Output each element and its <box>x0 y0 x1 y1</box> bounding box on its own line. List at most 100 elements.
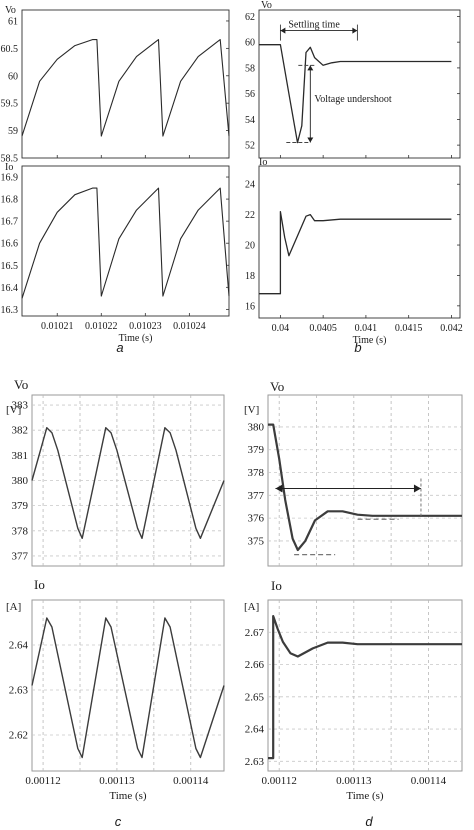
y-axis-label: Vo <box>261 0 272 11</box>
y-axis-label: Vo <box>270 379 284 394</box>
y-tick-label: 16.8 <box>1 195 19 206</box>
x-tick-label: 0.00112 <box>25 775 60 787</box>
plot-frame <box>267 394 463 567</box>
y-tick-label: 378 <box>12 525 29 537</box>
series-line <box>31 617 225 759</box>
y-tick-label: 16.4 <box>1 283 19 294</box>
x-tick-label: 0.0405 <box>309 323 337 334</box>
chart-a-top: 61 60.5 60 59.5 59 58.5 Vo <box>1 5 230 165</box>
y-tick-label: 2.62 <box>9 730 28 742</box>
x-tick-label: 0.00112 <box>262 775 297 787</box>
chart-d-top: 380 379 378 377 376 375 Vo [V] <box>244 379 463 567</box>
y-tick-label: 16.7 <box>1 217 19 228</box>
y-tick-label: 2.67 <box>245 627 265 639</box>
y-tick-label: 52 <box>245 141 255 152</box>
plot-frame <box>258 9 461 159</box>
x-axis-label: Time (s) <box>109 790 147 802</box>
y-tick-label: 58.5 <box>1 154 19 165</box>
y-tick-label: 54 <box>245 115 255 126</box>
x-axis-label: Time (s) <box>119 333 153 344</box>
y-tick-label: 16.3 <box>1 305 19 316</box>
x-tick-label: 0.00114 <box>411 775 447 787</box>
series-line <box>259 44 452 144</box>
panel-label-c: c <box>115 814 122 829</box>
x-tick-label: 0.00114 <box>173 775 209 787</box>
x-tick-label: 0.00113 <box>336 775 372 787</box>
y-tick-label: 61 <box>8 16 18 27</box>
voltage-undershoot-label: Voltage undershoot <box>314 94 392 105</box>
y-tick-label: 2.66 <box>245 659 265 671</box>
y-axis-unit: [V] <box>244 404 259 416</box>
y-tick-label: 2.64 <box>9 640 29 652</box>
x-tick-label: 0.00113 <box>99 775 135 787</box>
y-tick-label: 377 <box>248 490 265 502</box>
x-tick-label: 0.01021 <box>41 321 74 332</box>
y-axis-unit: [V] <box>6 404 21 416</box>
y-axis-label: Io <box>34 577 45 592</box>
y-tick-label: 376 <box>248 513 265 525</box>
y-tick-label: 24 <box>245 180 255 191</box>
chart-b-top: 62 60 58 56 54 52 Vo Settling time Voltage under… <box>245 0 461 159</box>
y-axis-label: Io <box>259 157 267 168</box>
panel-label-a: a <box>116 340 123 355</box>
y-tick-label: 375 <box>248 535 265 547</box>
chart-b-bottom: 24 22 20 18 16 0.04 0.0405 0.041 0.0415 0.042 Time… <box>245 157 463 346</box>
x-tick-label: 0.041 <box>355 323 378 334</box>
y-tick-label: 58 <box>245 63 255 74</box>
chart-a-bottom: 16.9 16.8 16.7 16.6 16.5 16.4 16.3 0.01021 0.010… <box>1 162 230 344</box>
y-tick-label: 60.5 <box>1 44 19 55</box>
chart-c-top: 383 382 381 380 379 378 377 Vo [V] <box>6 377 225 567</box>
y-tick-label: 56 <box>245 89 255 100</box>
y-axis-unit: [A] <box>244 601 259 613</box>
y-tick-label: 20 <box>245 241 255 252</box>
y-tick-label: 2.63 <box>245 756 265 768</box>
y-tick-label: 380 <box>12 475 29 487</box>
series-line <box>21 187 230 299</box>
x-axis-label: Time (s) <box>346 790 384 802</box>
y-tick-label: 381 <box>12 450 29 462</box>
y-tick-label: 60 <box>245 38 255 49</box>
y-tick-label: 16.5 <box>1 261 19 272</box>
plot-frame <box>21 9 230 159</box>
y-tick-label: 60 <box>8 71 18 82</box>
y-tick-label: 16.6 <box>1 239 19 250</box>
x-tick-label: 0.01023 <box>129 321 162 332</box>
label-background <box>286 18 351 30</box>
series-line <box>268 423 462 552</box>
y-axis-label: Io <box>5 162 13 173</box>
plot-frame <box>21 165 230 317</box>
y-tick-label: 2.64 <box>245 724 265 736</box>
x-tick-label: 0.042 <box>440 323 463 334</box>
y-tick-label: 2.63 <box>9 685 29 697</box>
y-tick-label: 59.5 <box>1 99 19 110</box>
y-tick-label: 382 <box>12 425 29 437</box>
y-tick-label: 379 <box>248 444 265 456</box>
y-tick-label: 16 <box>245 301 255 312</box>
settling-time-label: Settling time <box>288 20 340 31</box>
y-axis-label: Vo <box>14 377 28 392</box>
y-axis-label: Io <box>271 578 282 593</box>
panel-label-b: b <box>354 340 361 355</box>
x-tick-label: 0.0415 <box>395 323 423 334</box>
series-line <box>31 427 225 539</box>
series-line <box>268 614 462 760</box>
y-tick-label: 383 <box>12 400 29 412</box>
plot-frame <box>258 165 461 319</box>
y-tick-label: 62 <box>245 12 255 23</box>
y-tick-label: 18 <box>245 271 255 282</box>
x-tick-label: 0.01022 <box>85 321 118 332</box>
y-axis-label: Vo <box>5 5 16 16</box>
y-tick-label: 59 <box>8 126 18 137</box>
plot-frame <box>267 599 463 772</box>
y-tick-label: 2.65 <box>245 691 265 703</box>
y-tick-label: 379 <box>12 500 29 512</box>
y-tick-label: 16.9 <box>1 173 19 184</box>
panel-label-d: d <box>365 814 373 829</box>
x-axis-label: Time (s) <box>353 335 387 346</box>
y-tick-label: 380 <box>248 421 265 433</box>
y-tick-label: 377 <box>12 550 29 562</box>
x-tick-label: 0.01024 <box>173 321 206 332</box>
series-line <box>21 39 230 137</box>
x-tick-label: 0.04 <box>272 323 290 334</box>
